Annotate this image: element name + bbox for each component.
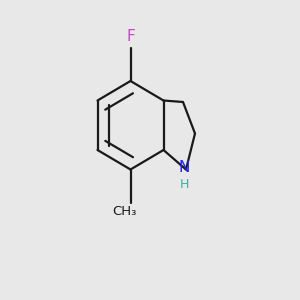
Text: H: H: [180, 178, 189, 191]
Text: CH₃: CH₃: [112, 205, 137, 218]
Text: F: F: [126, 29, 135, 44]
Text: N: N: [179, 160, 190, 175]
